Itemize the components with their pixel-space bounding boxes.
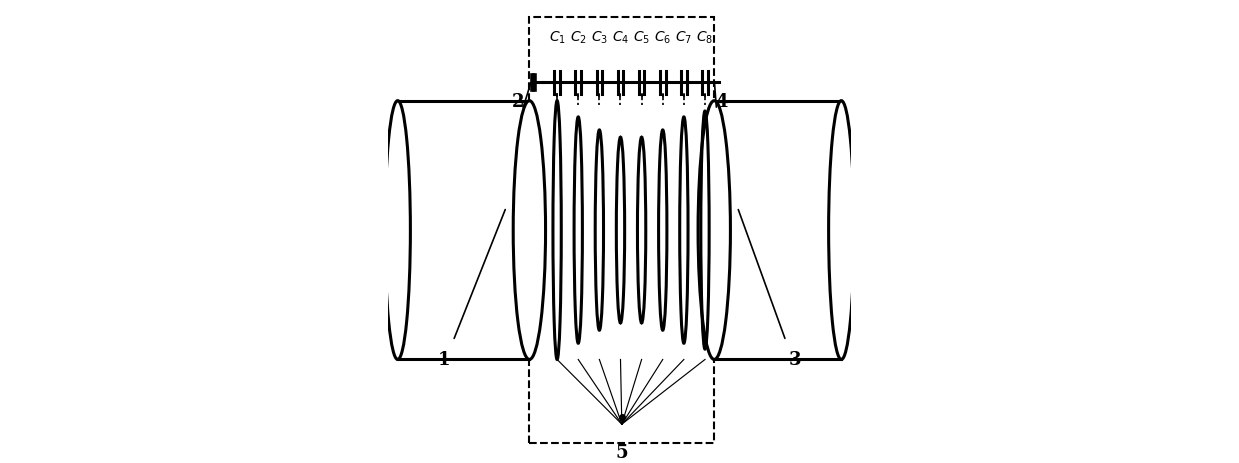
Text: 2: 2	[512, 93, 524, 111]
Text: $\mathit{C}_{5}$: $\mathit{C}_{5}$	[633, 30, 650, 46]
Text: $\mathit{C}_{3}$: $\mathit{C}_{3}$	[591, 30, 608, 46]
Text: $\mathit{C}_{1}$: $\mathit{C}_{1}$	[549, 30, 565, 46]
Text: 5: 5	[616, 443, 628, 461]
Ellipse shape	[385, 101, 410, 360]
Text: 3: 3	[789, 350, 802, 369]
Ellipse shape	[829, 101, 854, 360]
Text: $\mathit{C}_{4}$: $\mathit{C}_{4}$	[612, 30, 629, 46]
Text: 1: 1	[437, 350, 450, 369]
Ellipse shape	[698, 101, 731, 360]
Text: $\mathit{C}_{6}$: $\mathit{C}_{6}$	[654, 30, 672, 46]
Text: $\mathit{C}_{2}$: $\mathit{C}_{2}$	[570, 30, 587, 46]
Bar	[529, 19, 714, 443]
Text: $\mathit{C}_{8}$: $\mathit{C}_{8}$	[696, 30, 714, 46]
Ellipse shape	[513, 101, 545, 360]
Text: $\mathit{C}_{7}$: $\mathit{C}_{7}$	[675, 30, 693, 46]
Text: 4: 4	[715, 93, 727, 111]
